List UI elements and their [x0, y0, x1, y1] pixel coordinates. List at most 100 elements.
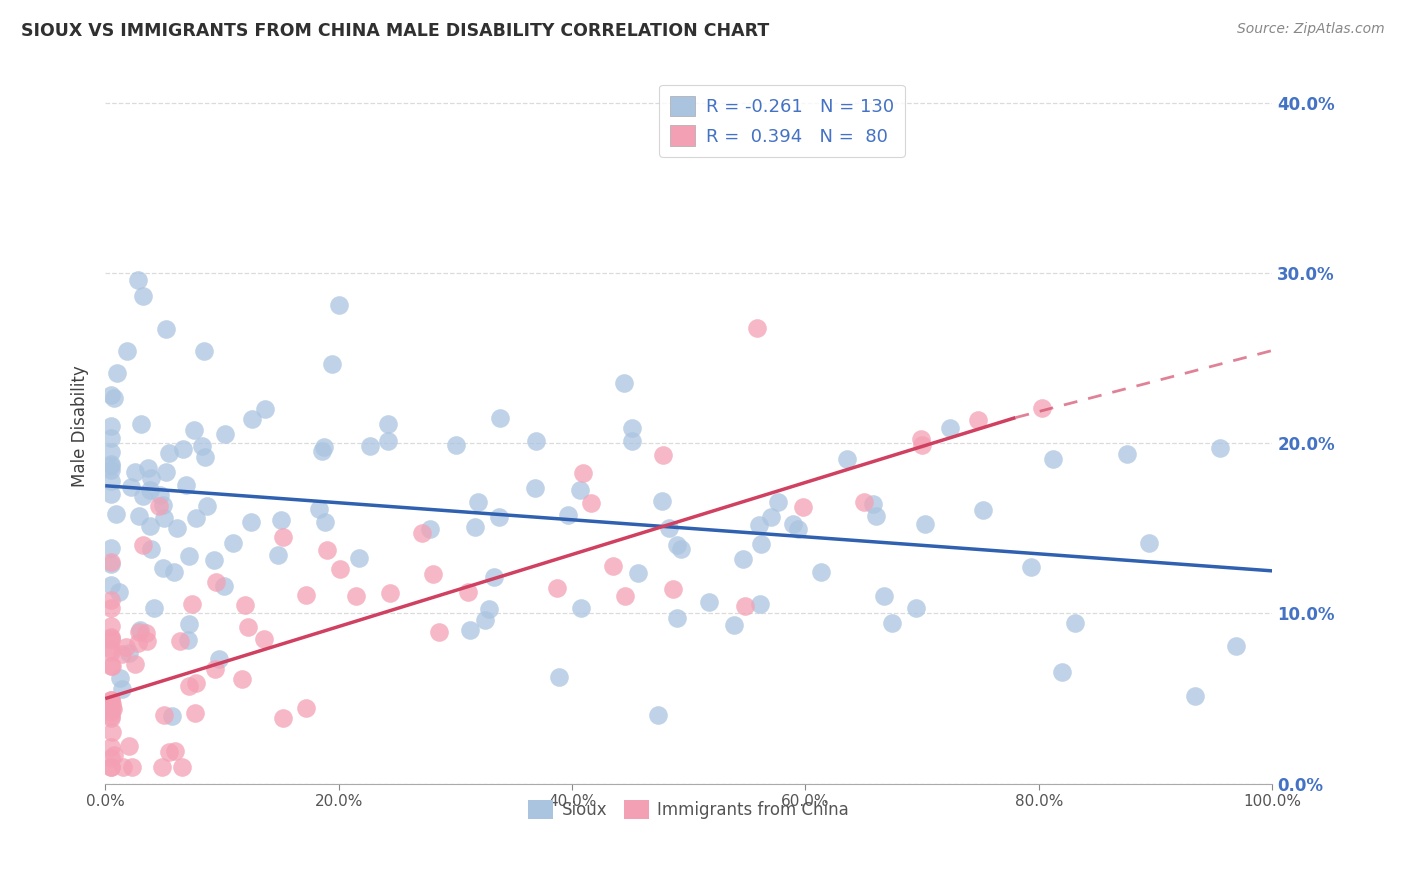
Point — [163, 744, 186, 758]
Point — [124, 465, 146, 479]
Point — [271, 530, 294, 544]
Point — [132, 489, 155, 503]
Y-axis label: Male Disability: Male Disability — [72, 365, 89, 487]
Point — [665, 611, 688, 625]
Point — [108, 671, 131, 685]
Point — [1116, 447, 1139, 461]
Point — [100, 630, 122, 644]
Point — [294, 588, 316, 602]
Point — [100, 592, 122, 607]
Point — [1042, 451, 1064, 466]
Point — [314, 440, 336, 454]
Point — [411, 525, 433, 540]
Point — [1184, 689, 1206, 703]
Point — [972, 502, 994, 516]
Point — [662, 582, 685, 596]
Point — [148, 499, 170, 513]
Point — [100, 705, 122, 719]
Point — [488, 410, 510, 425]
Point — [810, 566, 832, 580]
Point — [328, 298, 350, 312]
Point — [231, 672, 253, 686]
Point — [100, 724, 122, 739]
Point — [103, 747, 125, 762]
Point — [100, 645, 122, 659]
Point — [734, 599, 756, 613]
Point — [177, 633, 200, 648]
Point — [651, 493, 673, 508]
Point — [613, 589, 636, 603]
Point — [1031, 401, 1053, 416]
Point — [127, 273, 149, 287]
Point — [118, 739, 141, 753]
Point — [214, 427, 236, 442]
Point — [101, 702, 124, 716]
Point — [111, 647, 134, 661]
Point — [474, 613, 496, 627]
Point — [910, 432, 932, 446]
Point — [733, 551, 755, 566]
Point — [579, 495, 602, 509]
Point — [233, 598, 256, 612]
Point — [100, 541, 122, 555]
Point — [792, 500, 814, 515]
Point — [212, 579, 235, 593]
Point — [105, 367, 128, 381]
Point — [222, 536, 245, 550]
Point — [571, 466, 593, 480]
Point — [546, 581, 568, 595]
Point — [602, 558, 624, 573]
Point — [100, 760, 122, 774]
Point — [131, 417, 153, 432]
Point — [271, 711, 294, 725]
Point — [100, 457, 122, 471]
Point — [766, 494, 789, 508]
Point — [163, 566, 186, 580]
Point — [208, 652, 231, 666]
Point — [100, 486, 122, 500]
Point — [100, 693, 122, 707]
Point — [253, 632, 276, 647]
Point — [308, 501, 330, 516]
Point — [422, 567, 444, 582]
Point — [100, 760, 122, 774]
Point — [1225, 639, 1247, 653]
Point — [787, 522, 810, 536]
Point — [723, 618, 745, 632]
Point — [1063, 615, 1085, 630]
Point — [155, 321, 177, 335]
Point — [464, 520, 486, 534]
Point — [100, 659, 122, 673]
Legend: Sioux, Immigrants from China: Sioux, Immigrants from China — [522, 793, 856, 825]
Point — [139, 470, 162, 484]
Point — [240, 516, 263, 530]
Point — [100, 419, 122, 434]
Point — [177, 679, 200, 693]
Point — [100, 711, 122, 725]
Point — [749, 537, 772, 551]
Point — [523, 481, 546, 495]
Point — [749, 597, 772, 611]
Point — [103, 392, 125, 406]
Point — [748, 517, 770, 532]
Point — [865, 509, 887, 524]
Point — [488, 509, 510, 524]
Point — [190, 439, 212, 453]
Point — [873, 589, 896, 603]
Point — [100, 458, 122, 473]
Point — [181, 597, 204, 611]
Point — [914, 517, 936, 532]
Point — [179, 549, 201, 563]
Point — [548, 670, 571, 684]
Point — [1050, 665, 1073, 680]
Point — [311, 443, 333, 458]
Point — [620, 420, 643, 434]
Point — [100, 697, 122, 711]
Point — [100, 431, 122, 445]
Point — [1021, 559, 1043, 574]
Point — [100, 632, 122, 646]
Point — [253, 402, 276, 417]
Point — [112, 760, 135, 774]
Point — [457, 584, 479, 599]
Point — [124, 657, 146, 671]
